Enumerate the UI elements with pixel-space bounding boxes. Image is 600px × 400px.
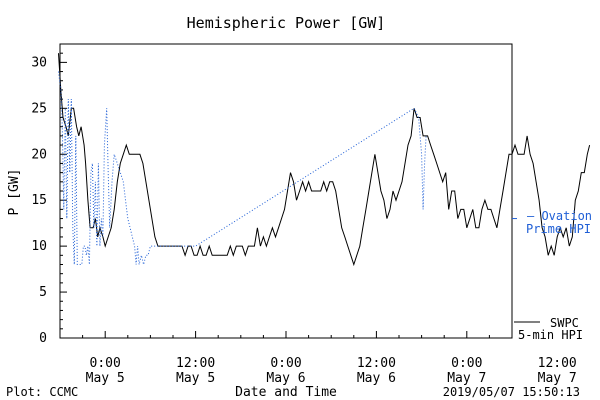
y-tick-label: 25 — [31, 101, 47, 116]
x-tick-time-label: 12:00 — [357, 356, 396, 371]
x-tick-date-label: May 6 — [266, 371, 305, 386]
plot-frame — [59, 43, 513, 339]
x-tick-date-label: May 6 — [357, 371, 396, 386]
x-tick-time-label: 12:00 — [538, 356, 577, 371]
x-tick-date-label: May 7 — [538, 371, 577, 386]
x-tick-time-label: 12:00 — [176, 356, 215, 371]
y-axis: 0 5 10 15 20 25 30 — [31, 43, 67, 346]
annotation-ovation: – Ovation — [527, 209, 592, 223]
y-tick-label: 10 — [31, 239, 47, 254]
x-tick-date-label: May 5 — [176, 371, 215, 386]
x-tick-time-label: 0:00 — [90, 356, 121, 371]
y-tick-label: 5 — [39, 285, 47, 300]
footer-plot-source: Plot: CCMC — [6, 385, 78, 399]
x-tick-time-label: 0:00 — [270, 356, 301, 371]
annotation-prime-hpi: Prime HPI — [526, 222, 591, 236]
series-5min-hpi-line — [58, 71, 427, 265]
x-tick-time-label: 0:00 — [451, 356, 482, 371]
series-swpc-line — [58, 53, 591, 267]
legend: SWPC 5-min HPI — [514, 316, 583, 342]
y-tick-label: 0 — [39, 331, 47, 346]
y-axis-label: P [GW] — [7, 169, 22, 216]
x-tick-date-label: May 7 — [447, 371, 486, 386]
y-tick-label: 20 — [31, 147, 47, 162]
legend-swpc-label: SWPC — [550, 316, 579, 330]
x-axis-label: Date and Time — [235, 385, 337, 400]
legend-hpi-label: 5-min HPI — [518, 328, 583, 342]
footer-timestamp: 2019/05/07 15:50:13 — [443, 385, 580, 399]
y-tick-label: 30 — [31, 55, 47, 70]
series-layer — [58, 53, 591, 267]
chart-title: Hemispheric Power [GW] — [187, 14, 386, 32]
y-tick-label: 15 — [31, 193, 47, 208]
x-tick-date-label: May 5 — [86, 371, 125, 386]
ovation-annotation: – Ovation Prime HPI — [512, 209, 592, 236]
